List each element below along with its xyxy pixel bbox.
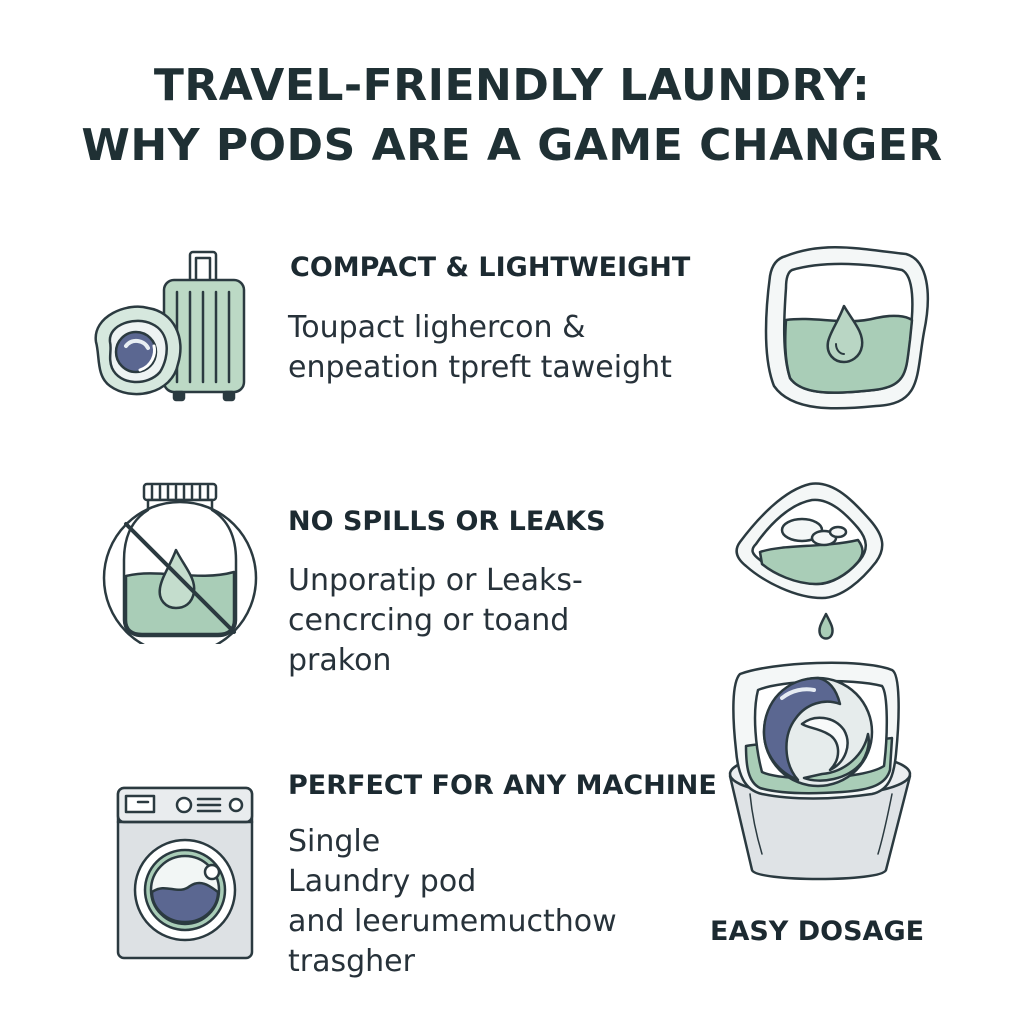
pod-in-bucket-icon: [722, 654, 918, 890]
section-body-compact: Toupact lighercon & enpeation tpreft taw…: [288, 308, 672, 388]
dissolving-pod-icon: [730, 478, 890, 650]
page-title-line-2: WHY PODS ARE A GAME CHANGER: [81, 120, 943, 171]
page-title-line-1: TRAVEL-FRIENDLY LAUNDRY:: [153, 60, 871, 111]
section-body-line: and leerumemucthow: [288, 904, 617, 939]
pod-packet-icon: [756, 236, 936, 416]
suitcase-with-pod-icon: [82, 246, 252, 416]
section-heading-no-spills: NO SPILLS OR LEAKS: [288, 506, 606, 537]
section-body-line: Single: [288, 824, 381, 859]
section-body-line: Toupact lighercon &: [288, 310, 586, 345]
easy-dosage-caption: EASY DOSAGE: [710, 916, 925, 947]
section-body-line: enpeation tpreft taweight: [288, 350, 672, 385]
section-body-line: prakon: [288, 643, 392, 678]
section-body-line: Unporatip or Leaks-: [288, 563, 583, 598]
section-body-line: Laundry pod: [288, 864, 477, 899]
no-liquid-detergent-icon: [98, 480, 262, 644]
washing-machine-icon: [114, 784, 256, 962]
section-body-line: trasgher: [288, 944, 415, 979]
section-body-line: cencrcing or toand: [288, 603, 570, 638]
section-heading-any-machine: PERFECT FOR ANY MACHINE: [288, 770, 717, 801]
section-body-any-machine: Single Laundry pod and leerumemucthow tr…: [288, 822, 617, 982]
section-body-no-spills: Unporatip or Leaks- cencrcing or toand p…: [288, 561, 583, 681]
section-heading-compact: COMPACT & LIGHTWEIGHT: [290, 252, 691, 283]
